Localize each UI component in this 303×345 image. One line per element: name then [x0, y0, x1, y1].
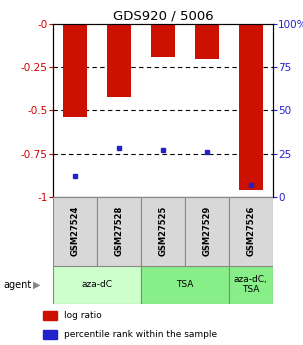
Bar	[239, 24, 263, 190]
Text: GSM27529: GSM27529	[202, 206, 211, 256]
Text: aza-dC,
TSA: aza-dC, TSA	[234, 275, 268, 294]
Bar	[53, 197, 97, 266]
Bar	[42, 330, 57, 338]
Bar	[185, 197, 229, 266]
Bar	[151, 24, 175, 57]
Text: GSM27526: GSM27526	[246, 206, 255, 256]
Bar	[107, 24, 131, 97]
Title: GDS920 / 5006: GDS920 / 5006	[112, 10, 213, 23]
Bar	[42, 311, 57, 319]
Text: ▶: ▶	[33, 280, 41, 289]
Bar	[195, 24, 219, 59]
Bar	[53, 266, 141, 304]
Text: GSM27525: GSM27525	[158, 206, 167, 256]
Bar	[229, 266, 273, 304]
Bar	[63, 24, 87, 117]
Text: log ratio: log ratio	[64, 311, 102, 320]
Bar	[141, 197, 185, 266]
Text: agent: agent	[3, 280, 31, 289]
Text: TSA: TSA	[176, 280, 194, 289]
Bar	[229, 197, 273, 266]
Text: GSM27528: GSM27528	[115, 206, 123, 256]
Bar	[97, 197, 141, 266]
Text: percentile rank within the sample: percentile rank within the sample	[64, 330, 217, 339]
Text: aza-dC: aza-dC	[82, 280, 112, 289]
Bar	[141, 266, 229, 304]
Text: GSM27524: GSM27524	[71, 206, 79, 256]
